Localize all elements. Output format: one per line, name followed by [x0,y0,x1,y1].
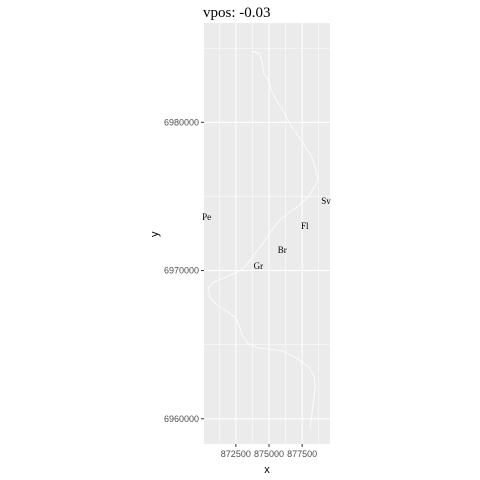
grid-minor [204,23,330,444]
point-label: Pe [202,212,211,222]
y-tick-label: 6980000 [164,117,199,127]
y-axis-title: y [149,231,161,237]
x-axis-ticks: 872500 875000 877500 [221,444,317,459]
series-line-0 [207,50,319,428]
point-label: Gr [254,261,264,271]
point-label: Br [278,245,287,255]
y-tick-label: 6960000 [164,414,199,424]
point-label: Sv [321,196,331,206]
point-labels: Gr Br Fl Sv Pe [202,196,331,271]
x-tick-label: 877500 [287,449,317,459]
series-layer [207,50,319,428]
x-tick-label: 872500 [221,449,251,459]
x-axis-title: x [264,464,270,476]
plot-panel [204,23,330,444]
point-label: Fl [301,221,309,231]
y-axis-ticks: 6960000 6970000 6980000 [164,117,204,424]
y-tick-label: 6970000 [164,266,199,276]
chart-title: vpos: -0.03 [203,5,271,21]
x-tick-label: 875000 [254,449,284,459]
